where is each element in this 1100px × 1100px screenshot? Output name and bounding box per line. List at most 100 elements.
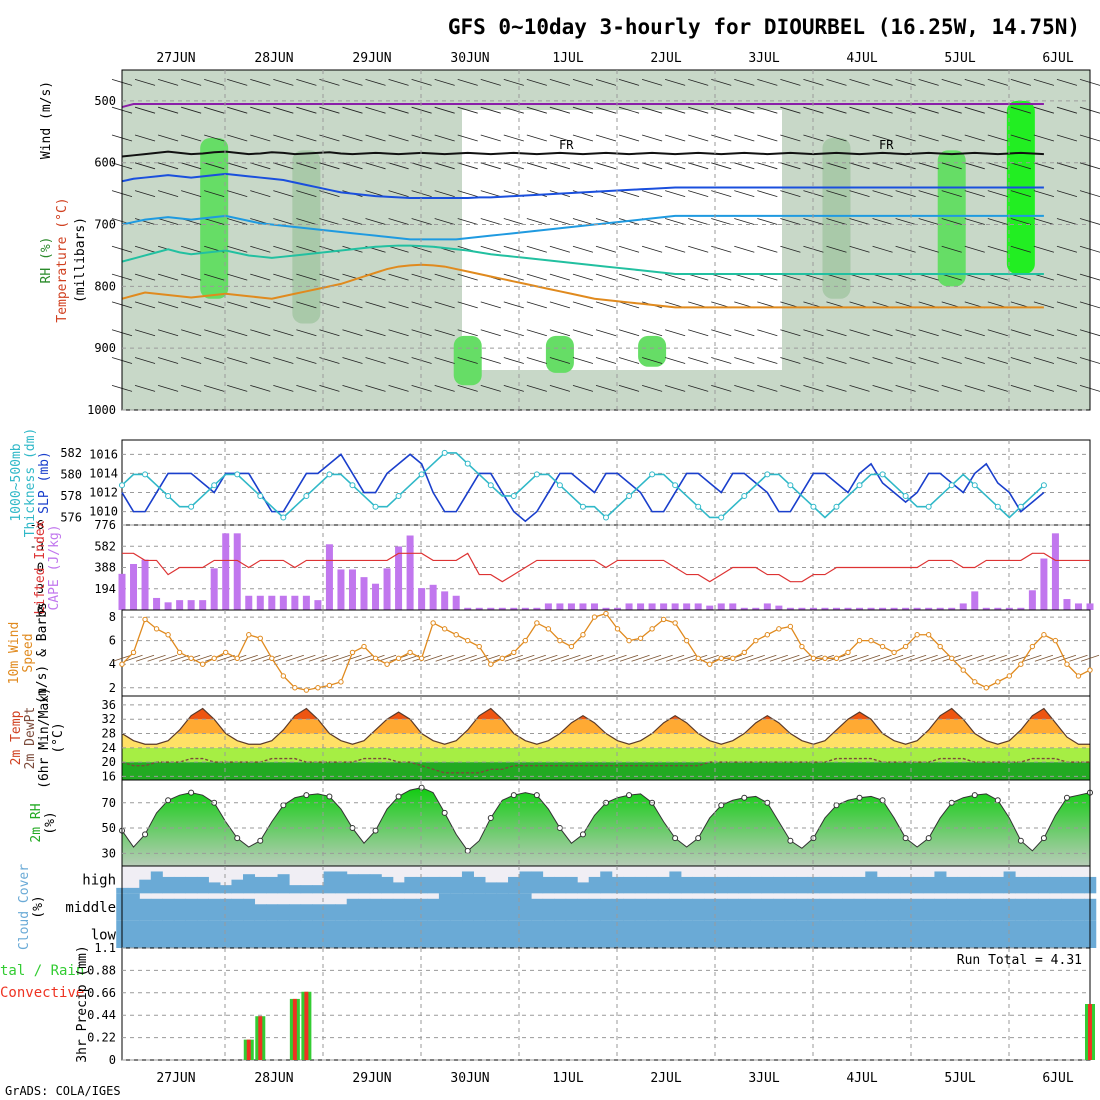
wind-barb <box>941 357 962 364</box>
thickness-point <box>856 482 863 489</box>
date-tick-label: 28JUN <box>254 51 293 66</box>
rh-point <box>280 802 287 809</box>
wind-barb <box>665 78 686 86</box>
wind-barb <box>849 384 870 392</box>
wind-barb <box>550 654 570 662</box>
cloud-bar-middle <box>1038 898 1051 921</box>
cloud-bar-high <box>750 876 763 894</box>
cloud-bar-high <box>415 876 428 894</box>
wind-barb <box>273 384 294 392</box>
cloud-level-label: middle <box>65 900 116 916</box>
cloud-bar-high <box>231 879 244 894</box>
wind-barb <box>838 654 858 662</box>
wind-barb <box>711 273 732 281</box>
wind-barb <box>1056 78 1078 86</box>
wind-barb <box>780 384 801 392</box>
cloud-bar-low <box>300 920 313 948</box>
wind-barb <box>977 654 996 662</box>
wind-barb <box>526 245 547 253</box>
wind-barb <box>365 162 386 170</box>
precip-frame <box>121 947 1091 1061</box>
wind-barb <box>227 218 248 225</box>
cloud-bar-high <box>496 882 509 894</box>
cloud-bar-middle <box>922 898 935 921</box>
thickness-point <box>879 471 886 478</box>
wind-barb <box>365 106 386 114</box>
cloud-bar-low <box>312 920 325 948</box>
wind-speed-point <box>165 632 171 638</box>
y-axis-label: tal / Rain <box>0 963 84 979</box>
wind-barb <box>274 654 293 662</box>
cloud-bar-low <box>392 920 405 948</box>
wind-barb <box>388 106 409 114</box>
cloud-bar-low <box>1003 920 1016 948</box>
cloud-bar-high <box>323 871 336 894</box>
thickness-point <box>626 492 633 499</box>
wind-barb <box>526 106 547 114</box>
cloud-bar-high <box>346 874 359 894</box>
wind-barb <box>250 301 271 309</box>
wind-barb <box>124 654 143 662</box>
wind-barb <box>365 218 386 225</box>
cloud-bar-middle <box>289 904 302 921</box>
wind-speed-point <box>223 649 229 656</box>
cape-bar <box>902 607 910 610</box>
y-axis-label: Cloud Cover <box>17 864 32 950</box>
wind-barb <box>204 357 225 364</box>
cloud-bar-low <box>957 920 970 948</box>
wind-barb <box>526 190 547 198</box>
wind-barb <box>618 301 640 309</box>
cloud-bar-high <box>461 871 474 894</box>
cloud-bar-middle <box>554 898 567 921</box>
wind-barb <box>411 245 432 253</box>
wind-barb <box>665 106 686 114</box>
wind-barb <box>595 106 617 114</box>
temp-band <box>122 708 1090 720</box>
y-axis-label: 3hr Precip (mm) <box>75 945 90 1062</box>
wind-barb <box>296 329 317 337</box>
wind-barb <box>250 357 271 364</box>
wind-speed-point <box>856 637 863 644</box>
wind-barb <box>619 654 639 662</box>
cloud-bar-middle <box>173 898 186 921</box>
wind-barb <box>250 78 271 86</box>
y-axis-label: (6hr Min/Max) <box>37 687 52 789</box>
cloud-bar-middle <box>415 898 428 921</box>
thickness-point <box>1017 503 1024 510</box>
cloud-bar-low <box>289 920 302 948</box>
wind-speed-point <box>384 661 390 667</box>
wind-speed-point <box>545 626 552 632</box>
cloud-bar-low <box>139 920 152 948</box>
wind-barb <box>354 654 374 662</box>
wind-barb <box>665 357 686 364</box>
cape-bar <box>637 603 645 610</box>
wind-barb <box>964 78 985 86</box>
wind-barb <box>480 162 501 170</box>
wind-barb <box>157 218 179 225</box>
wind-barb <box>342 329 363 337</box>
wind-barb <box>734 106 755 114</box>
precip-convective-bar <box>258 1016 263 1060</box>
wind-barb <box>181 384 202 392</box>
wind-barb <box>504 654 523 662</box>
cape-bar <box>452 595 460 610</box>
cloud-bar-middle <box>992 898 1005 921</box>
wind-barb <box>342 78 363 86</box>
cloud-bar-low <box>473 920 486 948</box>
wind-barb <box>342 218 363 225</box>
wind-barb <box>987 218 1008 225</box>
wind-barb <box>296 162 317 170</box>
y-tick-label: 1.1 <box>94 941 116 955</box>
rh-point <box>925 835 932 842</box>
wind-barb <box>618 162 640 170</box>
cloud-bar-low <box>208 920 221 948</box>
wind-barb <box>526 78 547 86</box>
cloud-bar-high <box>485 882 498 894</box>
wind-barb <box>641 106 663 114</box>
wind-barb <box>918 162 939 170</box>
wind-barb <box>273 78 294 86</box>
cape-bar <box>314 600 322 610</box>
wind-barb <box>618 134 640 142</box>
wind-barb <box>641 329 663 337</box>
cloud-bar-low <box>369 920 382 948</box>
